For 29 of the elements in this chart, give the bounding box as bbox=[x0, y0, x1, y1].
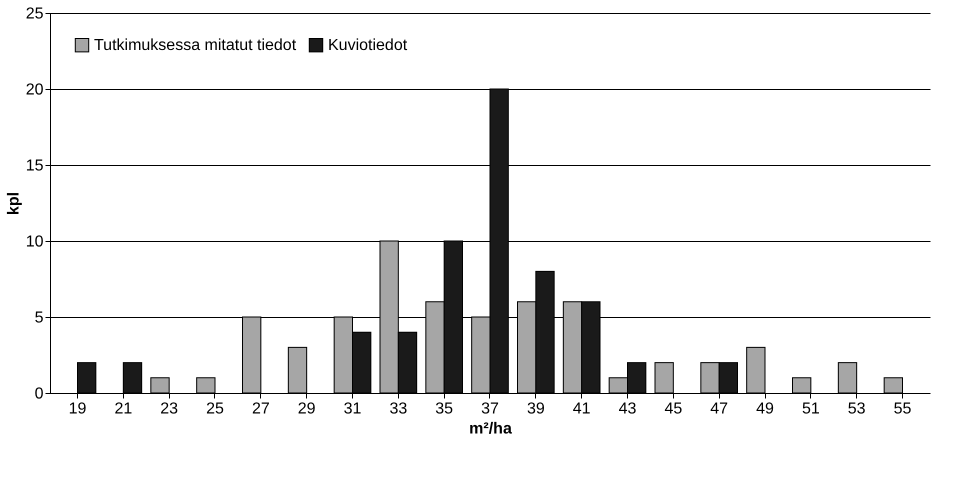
x-tick-label: 29 bbox=[298, 400, 316, 418]
x-axis-title: m²/ha bbox=[469, 420, 512, 438]
y-tick-label: 5 bbox=[34, 310, 44, 326]
x-tick-label: 49 bbox=[756, 400, 774, 418]
legend-label: Kuviotiedot bbox=[328, 37, 408, 54]
y-tick-label: 10 bbox=[26, 234, 44, 250]
y-tick-label: 0 bbox=[34, 386, 44, 402]
x-tick-label: 39 bbox=[526, 400, 545, 418]
x-tick-label: 19 bbox=[68, 400, 86, 418]
x-tick-label: 23 bbox=[160, 400, 178, 418]
x-tick-label: 55 bbox=[894, 400, 912, 418]
x-tick-label: 53 bbox=[848, 400, 866, 418]
y-tick-label: 15 bbox=[26, 158, 44, 174]
x-tick-label: 51 bbox=[802, 400, 820, 418]
x-tick-label: 21 bbox=[114, 400, 132, 418]
x-tick-label: 31 bbox=[344, 400, 362, 418]
x-tick-label: 33 bbox=[389, 400, 408, 418]
x-tick-label: 45 bbox=[664, 400, 682, 418]
x-tick-label: 37 bbox=[481, 400, 499, 418]
x-tick-label: 27 bbox=[252, 400, 270, 418]
legend-label: Tutkimuksessa mitatut tiedot bbox=[94, 37, 297, 54]
y-axis-title: kpl bbox=[6, 192, 23, 216]
x-tick-label: 35 bbox=[435, 400, 454, 418]
x-tick-label: 41 bbox=[572, 400, 591, 418]
x-tick-label: 47 bbox=[710, 400, 728, 418]
x-tick-label: 43 bbox=[618, 400, 636, 418]
y-tick-label: 25 bbox=[26, 6, 44, 22]
y-tick-label: 20 bbox=[26, 82, 44, 98]
x-tick-label: 25 bbox=[206, 400, 224, 418]
